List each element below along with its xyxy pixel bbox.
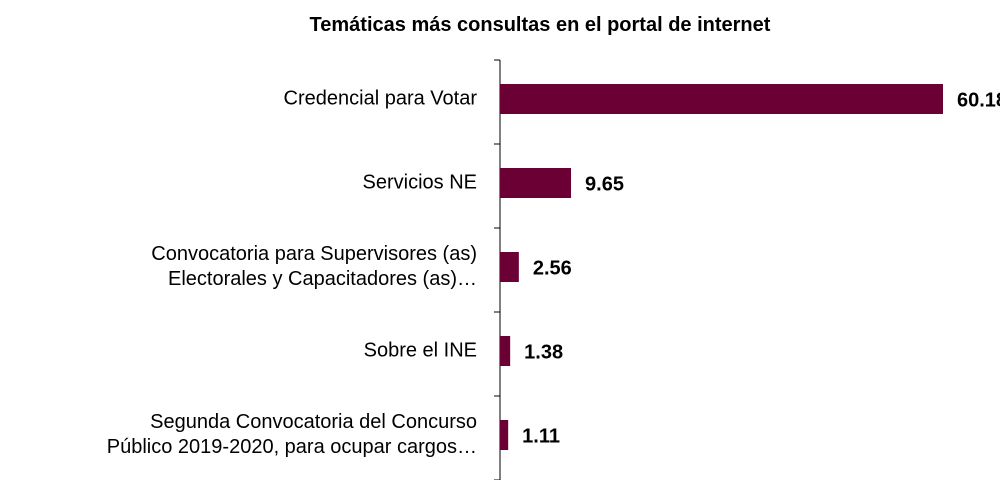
value-label: 9.65 <box>585 173 624 196</box>
value-label: 60.18 <box>957 89 1000 112</box>
bar <box>500 336 511 366</box>
bar <box>500 420 509 450</box>
category-label: Convocatoria para Supervisores (as) Elec… <box>151 243 477 290</box>
category-label: Sobre el INE <box>363 339 477 362</box>
value-label: 1.38 <box>524 341 564 364</box>
category-label: Segunda Convocatoria del Concurso Públic… <box>106 411 477 458</box>
category-label: Servicios NE <box>362 171 477 194</box>
chart-title: Temáticas más consultas en el portal de … <box>309 14 771 36</box>
bar <box>500 84 943 114</box>
value-label: 1.11 <box>522 425 560 448</box>
bar <box>500 252 519 282</box>
category-label: Credencial para Votar <box>283 87 477 110</box>
value-label: 2.56 <box>532 257 572 280</box>
bar <box>500 168 572 198</box>
